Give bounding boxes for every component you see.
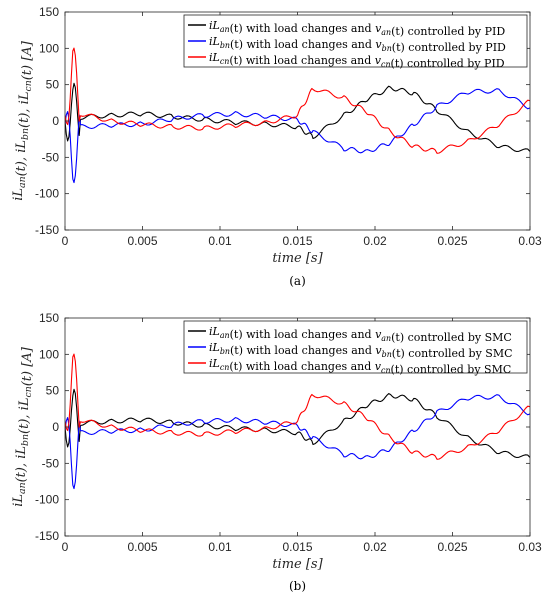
legend-entry: iLan(t) with load changes and van(t) con… bbox=[209, 325, 512, 344]
x-tick-label: 0.025 bbox=[437, 234, 467, 248]
x-tick-label: 0.02 bbox=[363, 234, 387, 248]
x-tick-label: 0.025 bbox=[437, 540, 467, 554]
y-tick-label: 150 bbox=[39, 5, 59, 19]
y-tick-label: -50 bbox=[42, 150, 60, 164]
series-line-b bbox=[65, 88, 530, 184]
legend-box bbox=[183, 320, 528, 374]
y-tick-label: 100 bbox=[39, 347, 59, 361]
x-tick-label: 0.005 bbox=[127, 234, 157, 248]
panel-caption: (b) bbox=[289, 579, 306, 593]
x-tick-label: 0.005 bbox=[127, 540, 157, 554]
series-line-b bbox=[65, 394, 530, 490]
y-tick-label: -150 bbox=[35, 223, 59, 237]
y-tick-label: 150 bbox=[39, 311, 59, 325]
legend-entry: iLbn(t) with load changes and vbn(t) con… bbox=[209, 341, 513, 360]
y-tick-label: -150 bbox=[35, 529, 59, 543]
x-tick-label: 0.015 bbox=[282, 540, 312, 554]
x-tick-label: 0.015 bbox=[282, 234, 312, 248]
x-axis-label: time [s] bbox=[272, 251, 323, 266]
series-line-c bbox=[65, 47, 530, 154]
x-tick-label: 0.01 bbox=[208, 234, 232, 248]
panel-caption: (a) bbox=[289, 274, 306, 288]
x-tick-label: 0.03 bbox=[518, 234, 542, 248]
y-axis-label: iLan(t), iLbn(t), iLcn(t) [A] bbox=[11, 40, 35, 200]
legend-entry: iLcn(t) with load changes and vcn(t) con… bbox=[209, 51, 505, 70]
x-tick-label: 0.02 bbox=[363, 540, 387, 554]
y-tick-label: 50 bbox=[46, 384, 60, 398]
legend-box bbox=[183, 14, 528, 68]
y-tick-label: 0 bbox=[52, 114, 59, 128]
legend-entry: iLbn(t) with load changes and vbn(t) con… bbox=[209, 35, 506, 54]
y-axis-label: iLan(t), iLbn(t), iLcn(t) [A] bbox=[11, 346, 35, 506]
series-group bbox=[65, 47, 530, 184]
x-tick-label: 0 bbox=[62, 540, 69, 554]
y-tick-label: -50 bbox=[42, 456, 60, 470]
x-tick-label: 0.01 bbox=[208, 540, 232, 554]
y-tick-label: -100 bbox=[35, 187, 59, 201]
y-tick-label: 0 bbox=[52, 420, 59, 434]
y-tick-label: -100 bbox=[35, 493, 59, 507]
x-axis-label: time [s] bbox=[272, 557, 323, 572]
series-line-a bbox=[65, 388, 530, 459]
series-line-c bbox=[65, 353, 530, 460]
x-tick-label: 0.03 bbox=[518, 540, 542, 554]
series-group bbox=[65, 353, 530, 490]
legend-entry: iLan(t) with load changes and van(t) con… bbox=[209, 19, 505, 38]
chart-panel-a: 0 0.005 0.01 0.015 0.02 0.025 0.03 -150 -100 -50 0… bbox=[11, 5, 542, 288]
x-tick-label: 0 bbox=[62, 234, 69, 248]
series-line-a bbox=[65, 82, 530, 153]
y-tick-label: 50 bbox=[46, 78, 60, 92]
chart-panel-b: 0 0.005 0.01 0.015 0.02 0.025 0.03 -150 -100 -50 0… bbox=[11, 311, 542, 593]
y-tick-label: 100 bbox=[39, 41, 59, 55]
legend-entry: iLcn(t) with load changes and vcn(t) con… bbox=[209, 357, 511, 376]
